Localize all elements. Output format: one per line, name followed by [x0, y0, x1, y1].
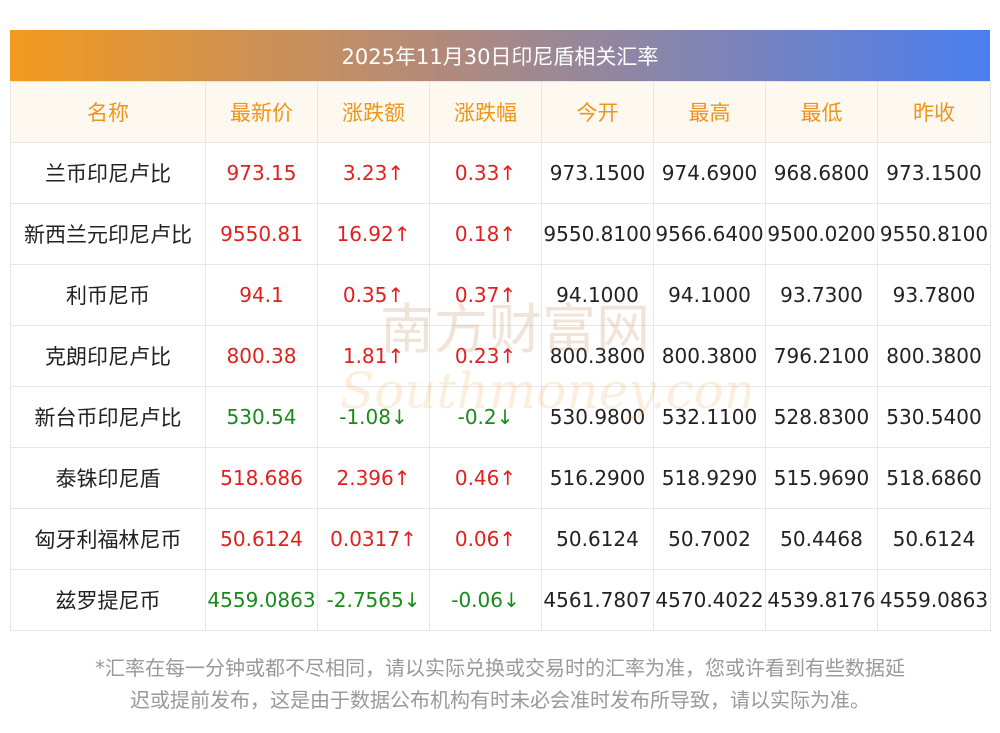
col-header-change-pct: 涨跌幅: [429, 81, 542, 143]
exchange-rate-table: 名称 最新价 涨跌额 涨跌幅 今开 最高 最低 昨收 兰币印尼卢比 973.15 3…: [10, 81, 991, 631]
col-header-name: 名称: [10, 81, 206, 143]
cell-name: 泰铢印尼盾: [10, 447, 206, 509]
cell-latest: 973.15: [205, 142, 318, 204]
cell-change: 0.0317↑: [317, 508, 430, 570]
cell-latest: 50.6124: [205, 508, 318, 570]
col-header-latest: 最新价: [205, 81, 318, 143]
cell-latest: 800.38: [205, 325, 318, 387]
table-row: 泰铢印尼盾 518.686 2.396↑ 0.46↑ 516.2900 518.9290 5…: [10, 447, 991, 509]
cell-change: 0.35↑: [317, 264, 430, 326]
cell-change: 16.92↑: [317, 203, 430, 265]
cell-low: 528.8300: [765, 386, 878, 448]
disclaimer-footnote: *汇率在每一分钟或都不尽相同，请以实际兑换或交易时的汇率为准，您或许看到有些数据…: [10, 652, 990, 716]
cell-low: 796.2100: [765, 325, 878, 387]
cell-latest: 518.686: [205, 447, 318, 509]
cell-high: 4570.4022: [653, 569, 766, 631]
cell-high: 518.9290: [653, 447, 766, 509]
cell-change: -1.08↓: [317, 386, 430, 448]
cell-change-pct: 0.06↑: [429, 508, 542, 570]
cell-low: 4539.8176: [765, 569, 878, 631]
cell-change: 3.23↑: [317, 142, 430, 204]
cell-open: 800.3800: [541, 325, 654, 387]
cell-high: 800.3800: [653, 325, 766, 387]
col-header-open: 今开: [541, 81, 654, 143]
cell-change-pct: 0.18↑: [429, 203, 542, 265]
cell-open: 516.2900: [541, 447, 654, 509]
cell-change-pct: 0.33↑: [429, 142, 542, 204]
cell-open: 94.1000: [541, 264, 654, 326]
cell-high: 532.1100: [653, 386, 766, 448]
table-row: 兰币印尼卢比 973.15 3.23↑ 0.33↑ 973.1500 974.6900 96…: [10, 142, 991, 204]
cell-prev-close: 93.7800: [877, 264, 991, 326]
table-row: 新西兰元印尼卢比 9550.81 16.92↑ 0.18↑ 9550.8100 9566.…: [10, 203, 991, 265]
cell-change: 1.81↑: [317, 325, 430, 387]
table-row: 克朗印尼卢比 800.38 1.81↑ 0.23↑ 800.3800 800.3800 79…: [10, 325, 991, 387]
cell-latest: 94.1: [205, 264, 318, 326]
cell-low: 93.7300: [765, 264, 878, 326]
cell-latest: 9550.81: [205, 203, 318, 265]
cell-prev-close: 4559.0863: [877, 569, 991, 631]
table-row: 利币尼币 94.1 0.35↑ 0.37↑ 94.1000 94.1000 93.7300 9…: [10, 264, 991, 326]
cell-low: 9500.0200: [765, 203, 878, 265]
cell-open: 50.6124: [541, 508, 654, 570]
col-header-low: 最低: [765, 81, 878, 143]
cell-latest: 4559.0863: [205, 569, 318, 631]
table-header-row: 名称 最新价 涨跌额 涨跌幅 今开 最高 最低 昨收: [10, 81, 991, 143]
table-row: 兹罗提尼币 4559.0863 -2.7565↓ -0.06↓ 4561.7807 457…: [10, 569, 991, 631]
cell-name: 新台币印尼卢比: [10, 386, 206, 448]
col-header-change: 涨跌额: [317, 81, 430, 143]
cell-change-pct: 0.37↑: [429, 264, 542, 326]
cell-name: 兰币印尼卢比: [10, 142, 206, 204]
cell-change-pct: -0.2↓: [429, 386, 542, 448]
cell-change-pct: 0.46↑: [429, 447, 542, 509]
cell-prev-close: 50.6124: [877, 508, 991, 570]
cell-prev-close: 530.5400: [877, 386, 991, 448]
cell-change-pct: 0.23↑: [429, 325, 542, 387]
table-row: 匈牙利福林尼币 50.6124 0.0317↑ 0.06↑ 50.6124 50.7002…: [10, 508, 991, 570]
cell-high: 974.6900: [653, 142, 766, 204]
footnote-line-1: *汇率在每一分钟或都不尽相同，请以实际兑换或交易时的汇率为准，您或许看到有些数据…: [95, 656, 905, 680]
cell-name: 新西兰元印尼卢比: [10, 203, 206, 265]
cell-prev-close: 518.6860: [877, 447, 991, 509]
cell-name: 兹罗提尼币: [10, 569, 206, 631]
cell-high: 94.1000: [653, 264, 766, 326]
cell-change: 2.396↑: [317, 447, 430, 509]
cell-latest: 530.54: [205, 386, 318, 448]
cell-change-pct: -0.06↓: [429, 569, 542, 631]
cell-low: 968.6800: [765, 142, 878, 204]
cell-prev-close: 973.1500: [877, 142, 991, 204]
cell-open: 530.9800: [541, 386, 654, 448]
cell-change: -2.7565↓: [317, 569, 430, 631]
cell-open: 4561.7807: [541, 569, 654, 631]
col-header-prev-close: 昨收: [877, 81, 991, 143]
cell-low: 515.9690: [765, 447, 878, 509]
col-header-high: 最高: [653, 81, 766, 143]
cell-prev-close: 9550.8100: [877, 203, 991, 265]
cell-high: 50.7002: [653, 508, 766, 570]
footnote-line-2: 迟或提前发布，这是由于数据公布机构有时未必会准时发布所导致，请以实际为准。: [130, 688, 870, 712]
cell-prev-close: 800.3800: [877, 325, 991, 387]
cell-open: 9550.8100: [541, 203, 654, 265]
cell-low: 50.4468: [765, 508, 878, 570]
table-title: 2025年11月30日印尼盾相关汇率: [10, 30, 990, 81]
cell-high: 9566.6400: [653, 203, 766, 265]
cell-name: 匈牙利福林尼币: [10, 508, 206, 570]
cell-name: 利币尼币: [10, 264, 206, 326]
table-row: 新台币印尼卢比 530.54 -1.08↓ -0.2↓ 530.9800 532.1100…: [10, 386, 991, 448]
cell-name: 克朗印尼卢比: [10, 325, 206, 387]
cell-open: 973.1500: [541, 142, 654, 204]
